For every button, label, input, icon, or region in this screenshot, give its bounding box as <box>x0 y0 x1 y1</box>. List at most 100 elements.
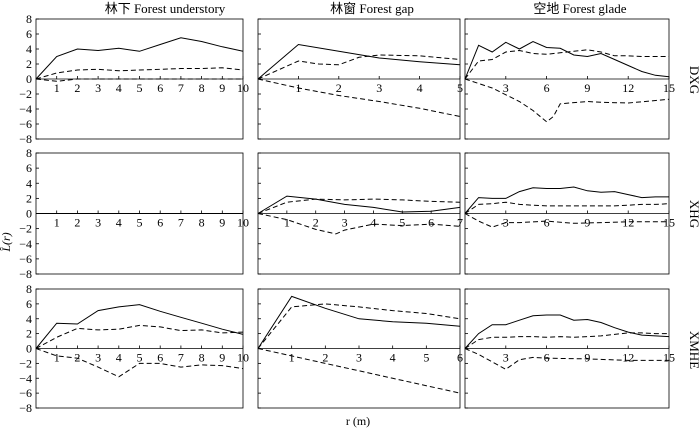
panel-dxg-1-x-tick-label: 4 <box>116 81 122 95</box>
panel-dxg-1-y-tick-label: 6 <box>26 27 32 41</box>
column-title-glade: 空地 Forest glade <box>533 1 626 16</box>
panel-xhg-2-x-tick-label: 7 <box>457 216 463 230</box>
panel-xmhe-1-series-observed <box>35 304 244 349</box>
panel-xmhe-3-x-tick-label: 6 <box>544 351 550 365</box>
panel-xhg-1-y-tick-label: 8 <box>26 146 32 160</box>
panel-xhg-2-x-tick-label: 3 <box>342 216 348 230</box>
panel-dxg-3-x-tick-label: 12 <box>622 81 634 95</box>
panel-xmhe-1-y-tick-label: 4 <box>26 312 32 326</box>
panel-dxg-1-x-tick-label: 7 <box>178 81 184 95</box>
panel-xhg-1-x-tick-label: 5 <box>137 216 143 230</box>
panel-xmhe-3-x-tick-label: 15 <box>663 351 675 365</box>
panel-xhg-1-y-tick-label: 4 <box>26 176 32 190</box>
panel-xmhe-1-x-tick-label: 9 <box>219 351 225 365</box>
panel-xhg-3-series-lower-envelope <box>464 213 669 228</box>
panel-dxg-3-series-observed <box>464 40 670 80</box>
panel-dxg-2-series-upper-envelope <box>257 54 461 80</box>
panel-xmhe-2-series-observed <box>257 295 461 349</box>
panel-xhg-3-series-observed <box>464 186 669 214</box>
panel-dxg-1-y-tick-label: 8 <box>26 12 32 26</box>
panel-xmhe-1-x-tick-label: 6 <box>157 351 163 365</box>
panel-dxg-3-x-tick-label: 9 <box>584 81 590 95</box>
panel-xhg-3: 3 6 9 12 15 <box>464 152 675 275</box>
panel-xmhe-1-x-tick-label: 4 <box>116 351 122 365</box>
panel-dxg-1-y-tick-label: −4 <box>19 102 32 116</box>
panel-dxg-1-series-observed <box>35 37 244 80</box>
panel-xmhe-1-x-tick-label: 7 <box>178 351 184 365</box>
panel-xhg-1-y-tick-label: −6 <box>19 252 32 266</box>
panel-xmhe-3-series-observed <box>464 314 670 349</box>
panel-xhg-1-y-tick-label: 6 <box>26 161 32 175</box>
panel-dxg-1-x-tick-label: 5 <box>137 81 143 95</box>
panel-xhg-3-x-tick-label: 6 <box>544 216 550 230</box>
panel-xhg-2-x-tick-label: 1 <box>284 216 290 230</box>
panel-xmhe-1-series-lower-envelope <box>35 348 244 378</box>
panel-dxg-3-x-tick-label: 15 <box>663 81 675 95</box>
panel-dxg-2-series-lower-envelope <box>257 78 461 117</box>
y-axis-title: L̂(r) <box>0 232 13 252</box>
panel-xhg-2-x-tick-label: 5 <box>399 216 405 230</box>
panel-xmhe-1-x-tick-label: 2 <box>74 351 80 365</box>
panel-xmhe-2-x-tick-label: 5 <box>423 351 429 365</box>
panel-dxg-1-x-tick-label: 8 <box>199 81 205 95</box>
panel-xhg-1-x-tick-label: 2 <box>74 216 80 230</box>
panel-xmhe-3-x-tick-label: 12 <box>622 351 634 365</box>
panel-xhg-1-x-tick-label: 8 <box>199 216 205 230</box>
column-title-understory: 林下 Forest understory <box>105 1 226 16</box>
panel-dxg-1-y-tick-label: −2 <box>19 87 32 101</box>
panel-xhg-1-x-tick-label: 7 <box>178 216 184 230</box>
panel-xmhe-2-x-tick-label: 6 <box>457 351 463 365</box>
panel-xhg-1-y-tick-label: −2 <box>19 222 32 236</box>
panel-xhg-2-series-observed <box>257 195 461 214</box>
row-label-xhg: XHG <box>687 200 700 228</box>
panel-xhg-1-y-tick-label: −4 <box>19 237 32 251</box>
panel-xmhe-1-y-tick-label: −4 <box>19 371 32 385</box>
panel-xhg-2-x-tick-label: 4 <box>370 216 376 230</box>
panel-xhg-1-y-tick-label: 2 <box>26 191 32 205</box>
panel-xhg-1-x-tick-label: 6 <box>157 216 163 230</box>
panel-xmhe-1-y-tick-label: 0 <box>26 342 32 356</box>
row-label-xmhe: XMHE <box>687 331 700 369</box>
panel-dxg-2-x-tick-label: 4 <box>417 81 423 95</box>
panel-xmhe-1-x-tick-label: 5 <box>137 351 143 365</box>
panel-xmhe-1-x-tick-label: 1 <box>54 351 60 365</box>
panel-xmhe-1-y-tick-label: −2 <box>19 356 32 370</box>
panel-dxg-1-x-tick-label: 9 <box>219 81 225 95</box>
panel-xhg-2-x-tick-label: 6 <box>428 216 434 230</box>
panel-xhg-2-series-lower-envelope <box>257 213 461 235</box>
panel-dxg-1-x-tick-label: 1 <box>54 81 60 95</box>
panel-xhg-1-x-tick-label: 1 <box>54 216 60 230</box>
panel-xmhe-2-series-upper-envelope <box>257 303 461 349</box>
panel-xmhe-2-series-lower-envelope <box>257 348 461 394</box>
row-label-dxg: DXG <box>687 66 700 94</box>
panel-xhg-1-x-tick-label: 9 <box>219 216 225 230</box>
row-labels: DXG XHG XMHE <box>687 66 700 369</box>
panel-xhg-3-x-tick-label: 12 <box>622 216 634 230</box>
column-title-gap: 林窗 Forest gap <box>330 1 414 16</box>
panel-xhg-3-x-tick-label: 9 <box>584 216 590 230</box>
panel-dxg-3-x-tick-label: 6 <box>544 81 550 95</box>
panel-dxg-2-x-tick-label: 2 <box>336 81 342 95</box>
panel-xmhe-1-x-tick-label: 10 <box>237 351 249 365</box>
panel-xhg-1-x-tick-label: 4 <box>116 216 122 230</box>
panel-xmhe-3-x-tick-label: 3 <box>503 351 509 365</box>
panel-dxg-1-y-tick-label: 2 <box>26 57 32 71</box>
panel-dxg-1-series-upper-envelope <box>35 67 244 80</box>
panel-xmhe-3: 3 6 9 12 15 <box>464 288 675 409</box>
panel-dxg-1-y-tick-label: −8 <box>19 132 32 146</box>
panel-xmhe-1-y-tick-label: 6 <box>26 297 32 311</box>
panel-dxg-1-x-tick-label: 6 <box>157 81 163 95</box>
panel-dxg-1-x-tick-label: 10 <box>237 81 249 95</box>
panel-dxg-1-y-tick-label: 4 <box>26 42 32 56</box>
panel-dxg-3-series-lower-envelope <box>464 78 670 123</box>
x-axis-title: r (m) <box>346 414 370 428</box>
panel-xmhe-1-x-tick-label: 3 <box>95 351 101 365</box>
panel-xmhe-1-y-tick-label: −8 <box>19 401 32 415</box>
panel-xmhe-3-x-tick-label: 9 <box>584 351 590 365</box>
